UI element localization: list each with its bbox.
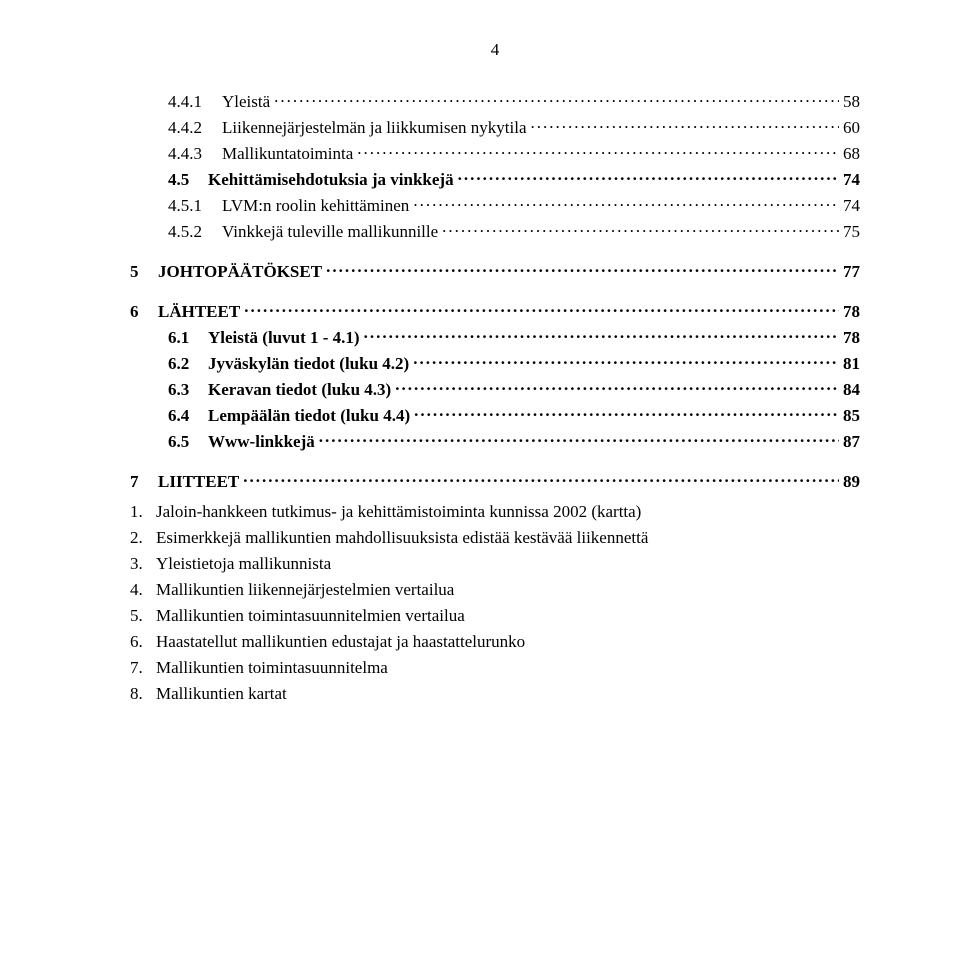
toc-entry-title: Liikennejärjestelmän ja liikkumisen nyky…	[216, 118, 527, 138]
toc-entry-title: Jyväskylän tiedot (luku 4.2)	[202, 354, 409, 374]
toc-entry-number: 4.4.3	[168, 144, 216, 164]
toc-entry-number: 4.4.1	[168, 92, 216, 112]
toc-entry-number: 6	[130, 302, 152, 322]
toc-leader-dots	[413, 352, 839, 369]
appendix-item-number: 5.	[130, 606, 156, 626]
toc-entry-page: 89	[843, 472, 860, 492]
toc-entry-number: 6.2	[168, 354, 202, 374]
toc-entry: 6.4Lempäälän tiedot (luku 4.4) 85	[130, 404, 860, 426]
toc-entry-page: 74	[843, 196, 860, 216]
toc-leader-dots	[413, 194, 839, 211]
appendix-item-text: Mallikuntien toimintasuunnitelmien verta…	[156, 606, 860, 626]
toc-entry: 4.5Kehittämisehdotuksia ja vinkkejä 74	[130, 168, 860, 190]
toc-leader-dots	[274, 90, 839, 107]
toc-leader-dots	[357, 142, 839, 159]
toc-entry-title: Vinkkejä tuleville mallikunnille	[216, 222, 438, 242]
appendix-list: 1.Jaloin-hankkeen tutkimus- ja kehittämi…	[130, 502, 860, 704]
appendix-item: 3.Yleistietoja mallikunnista	[130, 554, 860, 574]
appendix-item-text: Jaloin-hankkeen tutkimus- ja kehittämist…	[156, 502, 860, 522]
toc-entry-title: LIITTEET	[152, 472, 239, 492]
toc-entry: 6.2Jyväskylän tiedot (luku 4.2) 81	[130, 352, 860, 374]
page-container: 4 4.4.1Yleistä 58 4.4.2Liikennejärjestelmä…	[0, 0, 960, 972]
appendix-item-text: Mallikuntien liikennejärjestelmien verta…	[156, 580, 860, 600]
appendix-item: 7.Mallikuntien toimintasuunnitelma	[130, 658, 860, 678]
toc-entry-page: 87	[843, 432, 860, 452]
appendix-item-text: Mallikuntien kartat	[156, 684, 860, 704]
toc-leader-dots	[442, 220, 839, 237]
appendix-item-text: Mallikuntien toimintasuunnitelma	[156, 658, 860, 678]
toc-entry-title: Yleistä (luvut 1 - 4.1)	[202, 328, 360, 348]
toc-entry-page: 78	[843, 328, 860, 348]
toc-entry-number: 4.4.2	[168, 118, 216, 138]
toc-entry: 4.4.2Liikennejärjestelmän ja liikkumisen…	[130, 116, 860, 138]
toc-entry: 4.5.2Vinkkejä tuleville mallikunnille 75	[130, 220, 860, 242]
toc-entry-page: 60	[843, 118, 860, 138]
toc-entry-number: 4.5.1	[168, 196, 216, 216]
toc-entry-number: 6.4	[168, 406, 202, 426]
toc-entry-number: 6.1	[168, 328, 202, 348]
toc-entry-page: 68	[843, 144, 860, 164]
appendix-item-text: Esimerkkejä mallikuntien mahdollisuuksis…	[156, 528, 860, 548]
toc-entry-number: 6.3	[168, 380, 202, 400]
toc-entry-number: 4.5.2	[168, 222, 216, 242]
toc-entry-title: LÄHTEET	[152, 302, 240, 322]
toc-entry: 6.5Www-linkkejä 87	[130, 430, 860, 452]
appendix-item: 6.Haastatellut mallikuntien edustajat ja…	[130, 632, 860, 652]
toc-leader-dots	[458, 168, 839, 185]
appendix-item: 1.Jaloin-hankkeen tutkimus- ja kehittämi…	[130, 502, 860, 522]
toc-entry: 6.1Yleistä (luvut 1 - 4.1) 78	[130, 326, 860, 348]
toc-leader-dots	[395, 378, 839, 395]
toc-entry-page: 58	[843, 92, 860, 112]
toc-leader-dots	[319, 430, 839, 447]
toc-leader-dots	[364, 326, 839, 343]
toc-leader-dots	[244, 300, 839, 317]
appendix-item-number: 4.	[130, 580, 156, 600]
toc-leader-dots	[326, 260, 839, 277]
appendix-item-number: 1.	[130, 502, 156, 522]
toc-entry-page: 75	[843, 222, 860, 242]
toc-entry-page: 85	[843, 406, 860, 426]
toc-leader-dots	[414, 404, 839, 421]
toc-entry-title: Keravan tiedot (luku 4.3)	[202, 380, 391, 400]
appendix-item-number: 6.	[130, 632, 156, 652]
toc-entry-title: Yleistä	[216, 92, 270, 112]
toc-entry-page: 74	[843, 170, 860, 190]
appendix-item-number: 2.	[130, 528, 156, 548]
appendix-item: 4.Mallikuntien liikennejärjestelmien ver…	[130, 580, 860, 600]
toc-entry: 4.5.1LVM:n roolin kehittäminen 74	[130, 194, 860, 216]
toc-entry-title: Www-linkkejä	[202, 432, 315, 452]
toc-entry-title: Mallikuntatoiminta	[216, 144, 353, 164]
toc-entry-title: LVM:n roolin kehittäminen	[216, 196, 409, 216]
toc-entry-number: 7	[130, 472, 152, 492]
appendix-item-text: Haastatellut mallikuntien edustajat ja h…	[156, 632, 860, 652]
toc-leader-dots	[531, 116, 839, 133]
toc-entry-number: 6.5	[168, 432, 202, 452]
appendix-item-number: 7.	[130, 658, 156, 678]
toc-entry-page: 78	[843, 302, 860, 322]
toc-entry: 6.3Keravan tiedot (luku 4.3) 84	[130, 378, 860, 400]
toc-block: 4.4.1Yleistä 58 4.4.2Liikennejärjestelmän …	[130, 90, 860, 492]
appendix-item: 2.Esimerkkejä mallikuntien mahdollisuuks…	[130, 528, 860, 548]
toc-entry-page: 84	[843, 380, 860, 400]
toc-entry: 5JOHTOPÄÄTÖKSET 77	[130, 260, 860, 282]
page-number: 4	[130, 40, 860, 60]
appendix-item-number: 8.	[130, 684, 156, 704]
toc-entry-number: 5	[130, 262, 152, 282]
toc-entry: 4.4.3Mallikuntatoiminta 68	[130, 142, 860, 164]
toc-entry-title: JOHTOPÄÄTÖKSET	[152, 262, 322, 282]
appendix-item-text: Yleistietoja mallikunnista	[156, 554, 860, 574]
toc-entry: 6LÄHTEET 78	[130, 300, 860, 322]
toc-entry: 4.4.1Yleistä 58	[130, 90, 860, 112]
toc-entry-title: Kehittämisehdotuksia ja vinkkejä	[202, 170, 454, 190]
appendix-item: 5.Mallikuntien toimintasuunnitelmien ver…	[130, 606, 860, 626]
toc-entry: 7LIITTEET 89	[130, 470, 860, 492]
toc-entry-page: 81	[843, 354, 860, 374]
toc-leader-dots	[243, 470, 839, 487]
toc-entry-page: 77	[843, 262, 860, 282]
toc-entry-title: Lempäälän tiedot (luku 4.4)	[202, 406, 410, 426]
toc-entry-number: 4.5	[168, 170, 202, 190]
appendix-item: 8.Mallikuntien kartat	[130, 684, 860, 704]
appendix-item-number: 3.	[130, 554, 156, 574]
